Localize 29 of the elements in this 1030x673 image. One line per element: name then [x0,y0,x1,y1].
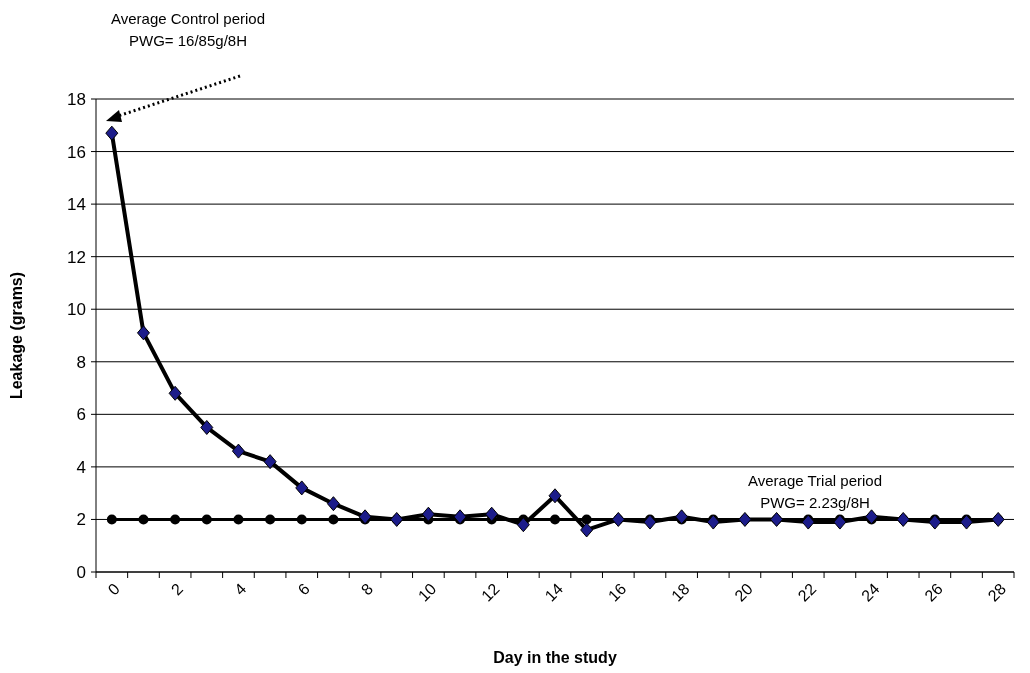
y-tick-label: 18 [67,89,86,109]
x-tick-label: 6 [294,579,313,599]
y-tick-label: 10 [67,300,86,320]
x-tick-label: 26 [921,579,947,605]
y-tick-label: 8 [76,352,86,372]
y-tick-label: 16 [67,142,86,162]
x-tick-label: 10 [414,579,440,605]
x-tick-label: 16 [604,579,630,605]
y-axis-title: Leakage (grams) [8,271,25,400]
x-tick-label: 24 [858,579,883,605]
y-tick-label: 2 [76,510,86,530]
x-tick-label: 18 [668,579,693,605]
x-tick-label: 14 [541,579,567,605]
x-tick-label: 22 [794,579,820,605]
y-tick-label: 12 [67,247,86,267]
x-tick-label: 28 [984,579,1010,605]
y-tick-label: 4 [76,457,86,477]
y-tick-label: 14 [67,195,86,215]
x-tick-label: 4 [231,579,250,599]
x-tick-label: 8 [357,579,377,599]
text: Average Control period PWG= 16/85g/8H [111,10,265,49]
x-tick-label: 0 [104,579,123,599]
annotation: Average Trial period PWG= 2.23g/8H [748,472,882,511]
x-tick-label: 2 [167,579,187,599]
x-tick-label: 20 [731,579,757,605]
x-axis-title: Day in the study [493,649,617,666]
x-tick-label: 12 [478,579,503,605]
y-tick-label: 0 [76,562,86,582]
y-tick-label: 6 [76,405,86,425]
